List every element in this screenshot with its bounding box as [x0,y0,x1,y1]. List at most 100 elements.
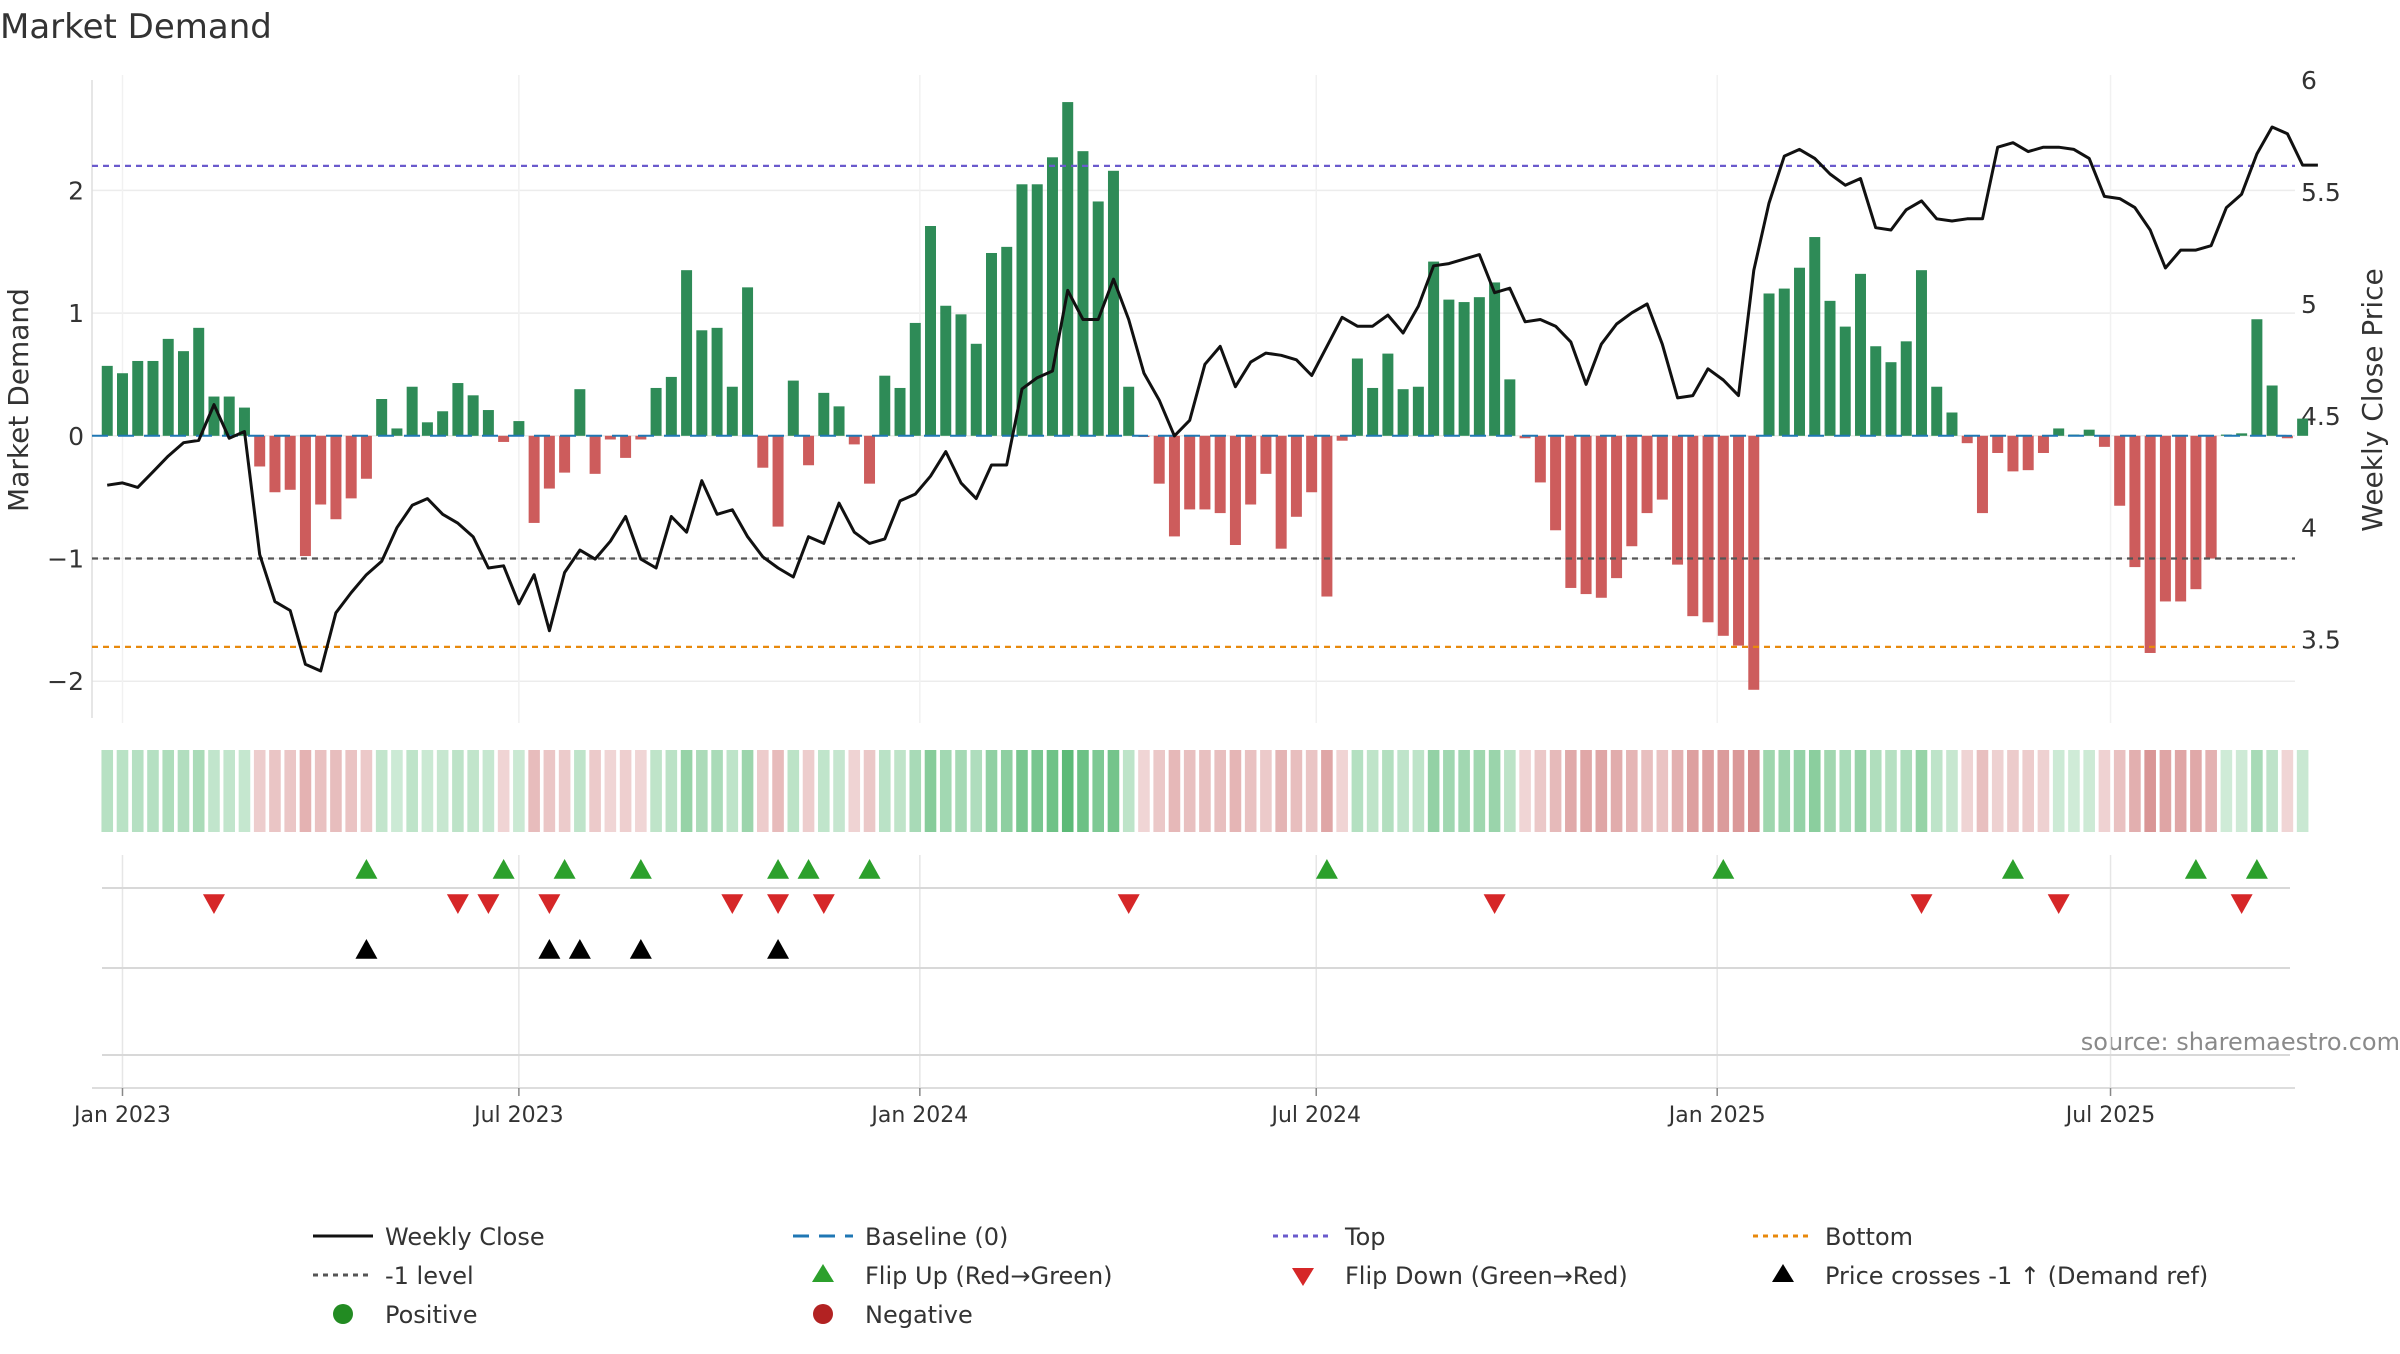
heat-cell [1869,750,1882,832]
flip-down-marker [446,894,469,914]
heat-cell [1534,750,1547,832]
heat-cell [497,750,510,832]
x-tick-label-1: Jul 2023 [472,1103,564,1128]
legend: Weekly Close Baseline (0) Top Bottom -1 … [313,1223,2208,1329]
demand-bar [787,380,799,436]
demand-bar [1412,386,1424,436]
demand-bar [1565,435,1577,588]
heat-cell [1077,750,1089,832]
heat-cell [1458,750,1470,832]
demand-bar [330,435,342,520]
demand-bar [2083,429,2095,436]
heat-cell [726,750,739,832]
demand-bar [711,327,723,436]
demand-bar [955,314,967,436]
heat-cell [619,750,632,832]
demand-bar [726,386,738,436]
legend-top-label: Top [1344,1223,1386,1251]
heat-cell [574,750,586,832]
y-tick-label-3: 1 [68,299,84,328]
heat-cell [1961,750,1974,832]
demand-bar [437,411,449,436]
demand-bar [147,360,159,436]
legend-negative-label: Negative [865,1301,973,1329]
heat-cell [696,750,708,832]
flip-down-marker [477,894,500,914]
heat-cell [391,750,403,832]
demand-bar [1077,151,1089,436]
demand-bar [101,365,113,436]
heat-cell [680,750,693,832]
legend-bottom-label: Bottom [1825,1223,1913,1251]
demand-bar [1260,435,1272,474]
heat-cell [650,750,662,832]
demand-bar [1397,389,1409,436]
heat-cell [162,750,175,832]
demand-bar [345,435,357,499]
demand-bar [2144,435,2156,653]
heat-cell [1305,750,1318,832]
demand-bar [970,343,982,436]
flip-up-marker [2245,859,2268,879]
demand-bar [1199,435,1211,510]
demand-bar [757,435,769,468]
demand-bar [132,360,144,436]
demand-bar [2281,435,2293,439]
heat-cell [1016,750,1028,832]
heat-cell [909,750,922,832]
heat-cell [330,750,342,832]
demand-bar [1168,435,1180,537]
heat-cell [1260,750,1272,832]
demand-bar [574,389,586,436]
demand-bar [1336,435,1348,441]
demand-bar [1245,435,1257,505]
x-tick-label-4: Jan 2025 [1667,1103,1766,1128]
legend-flip-down: Flip Down (Green→Red) [1292,1262,1628,1290]
heat-cell [192,750,205,832]
demand-bar [833,406,845,436]
demand-bar [498,435,510,442]
demand-bar [1656,435,1668,500]
heat-cell [1122,750,1135,832]
demand-bar [543,435,555,489]
heat-cell [604,750,617,832]
demand-bar [2190,435,2202,590]
heat-cell [1504,750,1516,832]
heat-cell [1382,750,1394,832]
flip-up-marker [1712,859,1735,879]
heat-cell [1626,750,1638,832]
heat-cell [1092,750,1105,832]
heat-cell [2068,750,2080,832]
heat-cell [1336,750,1348,832]
demand-bar [1946,412,1958,436]
heat-cell [802,750,815,832]
flip-down-marker [538,894,561,914]
demand-bar [1062,102,1074,436]
demand-bar [2297,418,2309,436]
heat-cell [147,750,159,832]
demand-bar [1214,435,1226,514]
demand-bar [2129,435,2141,568]
price-cross-marker [767,939,790,959]
demand-bar [467,395,479,436]
y2-tick-label-5: 6 [2301,66,2317,95]
demand-bar [1763,293,1775,436]
heat-cell [1671,750,1684,832]
demand-bar [803,435,815,466]
y2-axis-label: Weekly Close Price [2356,268,2389,531]
heat-cell [1763,750,1775,832]
demand-bar [2098,435,2110,447]
demand-bar [1702,435,1714,623]
heat-cell [1397,750,1409,832]
demand-bar [482,410,494,436]
demand-bar [254,435,266,467]
heat-cell [2007,750,2019,832]
legend-positive-label: Positive [385,1301,478,1329]
demand-bar [894,387,906,436]
flip-up-marker [2184,859,2207,879]
heat-cell [116,750,129,832]
heat-cell [665,750,678,832]
demand-bar [1473,297,1485,436]
demand-bar [1351,358,1363,436]
demand-bar [1809,237,1821,436]
